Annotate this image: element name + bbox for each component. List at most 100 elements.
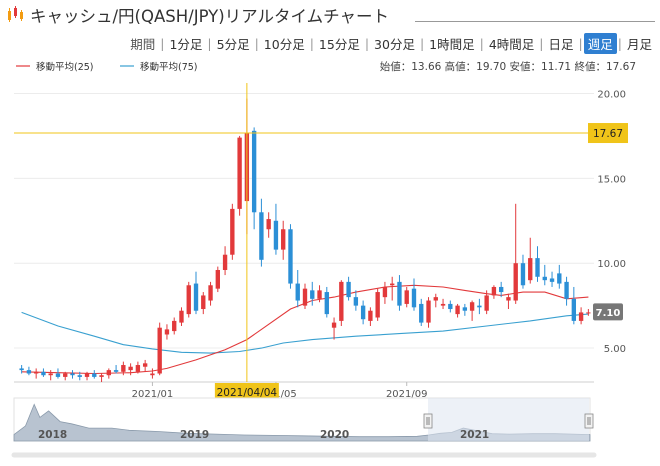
candle[interactable] bbox=[390, 276, 395, 301]
candle[interactable] bbox=[426, 297, 431, 328]
navigator-handle-right[interactable] bbox=[584, 413, 594, 429]
candle[interactable] bbox=[513, 203, 518, 304]
navigator-year-2019: 2019 bbox=[180, 429, 209, 441]
candle[interactable] bbox=[498, 281, 504, 298]
candle[interactable] bbox=[33, 368, 39, 379]
candle[interactable] bbox=[99, 373, 104, 382]
candle[interactable] bbox=[172, 317, 177, 335]
candle[interactable] bbox=[215, 266, 220, 293]
candle[interactable] bbox=[346, 276, 351, 301]
candle[interactable] bbox=[368, 307, 373, 326]
candle[interactable] bbox=[411, 278, 417, 311]
tab-1hour[interactable]: 1時間足 bbox=[429, 36, 475, 52]
tab-10min[interactable]: 10分足 bbox=[263, 36, 305, 52]
candle[interactable] bbox=[230, 203, 235, 260]
candle[interactable] bbox=[419, 298, 424, 326]
navigator-year-2018: 2018 bbox=[38, 429, 67, 441]
candle[interactable] bbox=[92, 370, 97, 379]
candle[interactable] bbox=[440, 298, 446, 310]
candle[interactable] bbox=[295, 269, 300, 308]
chart-area[interactable]: 移動平均(25) 移動平均(75) 始値：13.66 高値：19.70 安値：1… bbox=[0, 55, 660, 462]
candle[interactable] bbox=[259, 198, 264, 267]
candle[interactable] bbox=[77, 371, 82, 381]
candle[interactable] bbox=[222, 246, 228, 276]
candle[interactable] bbox=[164, 324, 170, 340]
candle[interactable] bbox=[484, 290, 489, 315]
candle[interactable] bbox=[208, 281, 213, 306]
candle[interactable] bbox=[310, 281, 315, 306]
candle[interactable] bbox=[477, 298, 482, 315]
tab-1min[interactable]: 1分足 bbox=[169, 36, 203, 52]
candle[interactable] bbox=[397, 275, 402, 311]
candle[interactable] bbox=[535, 246, 540, 282]
x-tick-label: 2021/01 bbox=[132, 389, 174, 400]
candle[interactable] bbox=[324, 286, 329, 318]
crosshair-date-box bbox=[214, 383, 279, 401]
candlestick-chart[interactable]: 移動平均(25) 移動平均(75) 始値：13.66 高値：19.70 安値：1… bbox=[0, 55, 660, 462]
candle[interactable] bbox=[462, 303, 468, 316]
title-bar: キャッシュ/円(QASH/JPY)リアルタイムチャート bbox=[0, 0, 660, 30]
candle[interactable] bbox=[251, 127, 257, 230]
candle[interactable] bbox=[63, 371, 68, 381]
candle[interactable] bbox=[48, 370, 53, 381]
candle[interactable] bbox=[281, 220, 286, 260]
candle[interactable] bbox=[339, 280, 344, 326]
tab-30min[interactable]: 30分足 bbox=[374, 36, 415, 52]
candle[interactable] bbox=[135, 361, 141, 374]
navigator[interactable]: 2018 2019 2020 2021 bbox=[13, 397, 594, 442]
candle[interactable] bbox=[404, 286, 409, 308]
candle[interactable] bbox=[542, 264, 547, 286]
candle[interactable] bbox=[201, 292, 206, 315]
candle[interactable] bbox=[193, 271, 199, 315]
candle[interactable] bbox=[70, 370, 75, 379]
tab-monthly[interactable]: 月足 bbox=[626, 36, 652, 52]
candle[interactable] bbox=[549, 271, 555, 287]
candle[interactable] bbox=[179, 307, 184, 326]
candle[interactable] bbox=[448, 300, 453, 313]
tab-4hour[interactable]: 4時間足 bbox=[488, 36, 535, 52]
candle[interactable] bbox=[121, 361, 126, 376]
crosshair-date-label: 2021/04/04 bbox=[217, 387, 278, 399]
candle[interactable] bbox=[55, 368, 61, 379]
candle[interactable] bbox=[273, 203, 279, 255]
candle[interactable] bbox=[186, 281, 191, 318]
candle[interactable] bbox=[528, 237, 533, 284]
candle[interactable] bbox=[571, 286, 577, 325]
candle[interactable] bbox=[19, 365, 24, 374]
candle[interactable] bbox=[331, 317, 337, 340]
candle[interactable] bbox=[288, 224, 293, 289]
navigator-handle-left[interactable] bbox=[423, 413, 433, 429]
candle[interactable] bbox=[128, 363, 133, 376]
candle[interactable] bbox=[557, 264, 562, 289]
candle[interactable] bbox=[26, 366, 32, 376]
candle[interactable] bbox=[84, 371, 90, 381]
candle[interactable] bbox=[150, 368, 155, 379]
candle[interactable] bbox=[353, 290, 359, 311]
candle[interactable] bbox=[586, 309, 591, 316]
candle[interactable] bbox=[578, 307, 584, 325]
candle[interactable] bbox=[455, 303, 460, 318]
candle[interactable] bbox=[317, 285, 322, 303]
candle[interactable] bbox=[375, 288, 380, 321]
tab-5min[interactable]: 5分足 bbox=[216, 36, 250, 52]
candle[interactable] bbox=[506, 293, 511, 310]
candle[interactable] bbox=[157, 322, 162, 376]
candle[interactable] bbox=[360, 300, 366, 325]
candle[interactable] bbox=[433, 293, 438, 308]
navigator-selection[interactable] bbox=[428, 398, 589, 441]
candle[interactable] bbox=[520, 254, 526, 289]
candle[interactable] bbox=[382, 281, 388, 304]
candle[interactable] bbox=[564, 276, 569, 306]
candle[interactable] bbox=[302, 283, 308, 310]
tab-weekly[interactable]: 週足 bbox=[583, 32, 617, 54]
candle[interactable] bbox=[491, 285, 497, 299]
tab-15min[interactable]: 15分足 bbox=[318, 36, 360, 52]
candle[interactable] bbox=[142, 359, 148, 372]
tab-daily[interactable]: 日足 bbox=[548, 36, 574, 52]
candle[interactable] bbox=[266, 212, 271, 238]
candle[interactable] bbox=[113, 365, 119, 374]
candle[interactable] bbox=[237, 135, 242, 216]
candle[interactable] bbox=[106, 368, 112, 379]
candle[interactable] bbox=[41, 368, 46, 377]
candle[interactable] bbox=[469, 300, 475, 321]
